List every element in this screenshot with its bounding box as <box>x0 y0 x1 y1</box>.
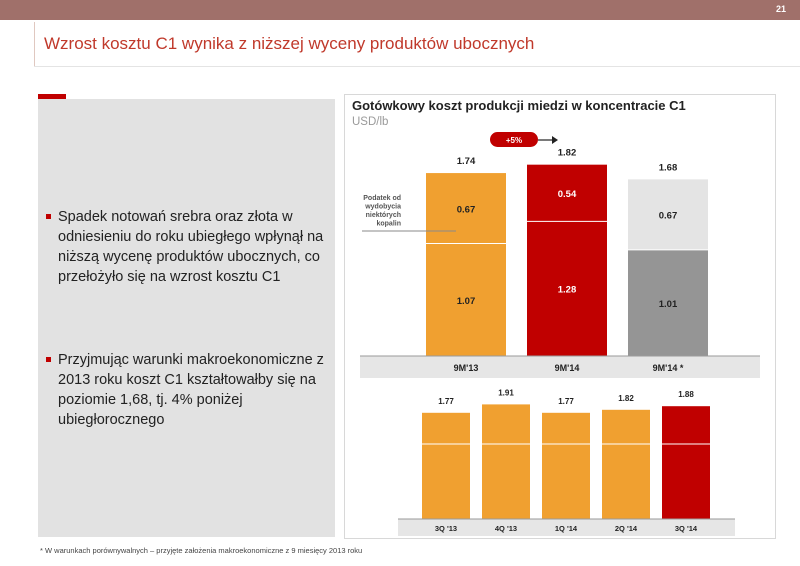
bar-segment <box>628 179 708 250</box>
bar-value-label: 0.67 <box>659 211 678 222</box>
change-badge-label: +5% <box>506 136 522 145</box>
bar-segment <box>628 249 708 356</box>
page-number: 21 <box>775 4 786 14</box>
category-tick-label: 9M'14 <box>555 363 580 373</box>
title-divider-vertical <box>34 22 35 66</box>
quarter-bar <box>662 406 710 519</box>
category-tick-label: 9M'13 <box>454 363 479 373</box>
bullet-1: Spadek notowań srebra oraz złota w odnie… <box>46 207 330 287</box>
bar-segment <box>426 173 506 244</box>
quarter-bar <box>602 409 650 519</box>
quarter-bar-value-label: 1.91 <box>498 388 514 397</box>
quarter-bar-value-label: 1.77 <box>438 397 454 406</box>
tax-annotation-text: Podatek od <box>363 195 401 202</box>
top-bar: 21 <box>0 0 800 20</box>
quarter-axis-band <box>398 519 735 536</box>
category-tick-label: 9M'14 * <box>653 363 684 373</box>
bullet-marker <box>46 357 51 362</box>
tax-annotation-text: niektórych <box>366 212 401 219</box>
bar-value-label: 0.67 <box>457 204 476 215</box>
quarter-bar-value-label: 1.77 <box>558 397 574 406</box>
bullet-1-text: Spadek notowań srebra oraz złota w odnie… <box>58 209 324 285</box>
chart-title: Gotówkowy koszt produkcji miedzi w konce… <box>352 98 686 113</box>
bullet-marker <box>46 214 51 219</box>
title-divider-horizontal <box>34 66 800 67</box>
footnote: * W warunkach porównywalnych – przyjęte … <box>40 546 363 555</box>
text-panel <box>38 99 335 537</box>
quarter-tick-label: 1Q '14 <box>555 524 578 533</box>
quarter-bar-value-label: 1.82 <box>618 394 634 403</box>
bar-segment <box>426 243 506 356</box>
bar-value-label: 0.54 <box>558 189 577 200</box>
bar-segment <box>527 164 607 222</box>
quarter-tick-label: 3Q '13 <box>435 524 457 533</box>
bar-value-label: 1.28 <box>558 285 577 296</box>
bar-value-label: 1.01 <box>659 299 678 310</box>
quarter-bar <box>542 412 590 519</box>
bar-segment <box>527 221 607 356</box>
quarter-bar <box>422 412 470 519</box>
tax-annotation-text: wydobycia <box>364 204 401 211</box>
quarter-tick-label: 3Q '14 <box>675 524 698 533</box>
bar-total-label: 1.68 <box>659 162 678 173</box>
change-badge <box>490 132 538 147</box>
page-title: Wzrost kosztu C1 wynika z niższej wyceny… <box>44 34 535 53</box>
tax-annotation-text: kopalin <box>376 221 401 228</box>
category-axis-band <box>360 356 760 378</box>
quarter-tick-label: 2Q '14 <box>615 524 638 533</box>
chart-unit: USD/lb <box>352 116 389 128</box>
bar-total-label: 1.82 <box>558 148 577 159</box>
quarter-bar-value-label: 1.88 <box>678 390 694 399</box>
quarter-bar <box>482 404 530 519</box>
bar-value-label: 1.07 <box>457 296 476 307</box>
bullet-2-text: Przyjmując warunki makroekonomiczne z 20… <box>58 352 324 428</box>
bar-total-label: 1.74 <box>457 156 476 167</box>
bullet-2: Przyjmując warunki makroekonomiczne z 20… <box>46 350 330 430</box>
change-arrow-head <box>552 136 558 144</box>
quarter-tick-label: 4Q '13 <box>495 524 517 533</box>
red-accent-bar <box>38 94 66 99</box>
